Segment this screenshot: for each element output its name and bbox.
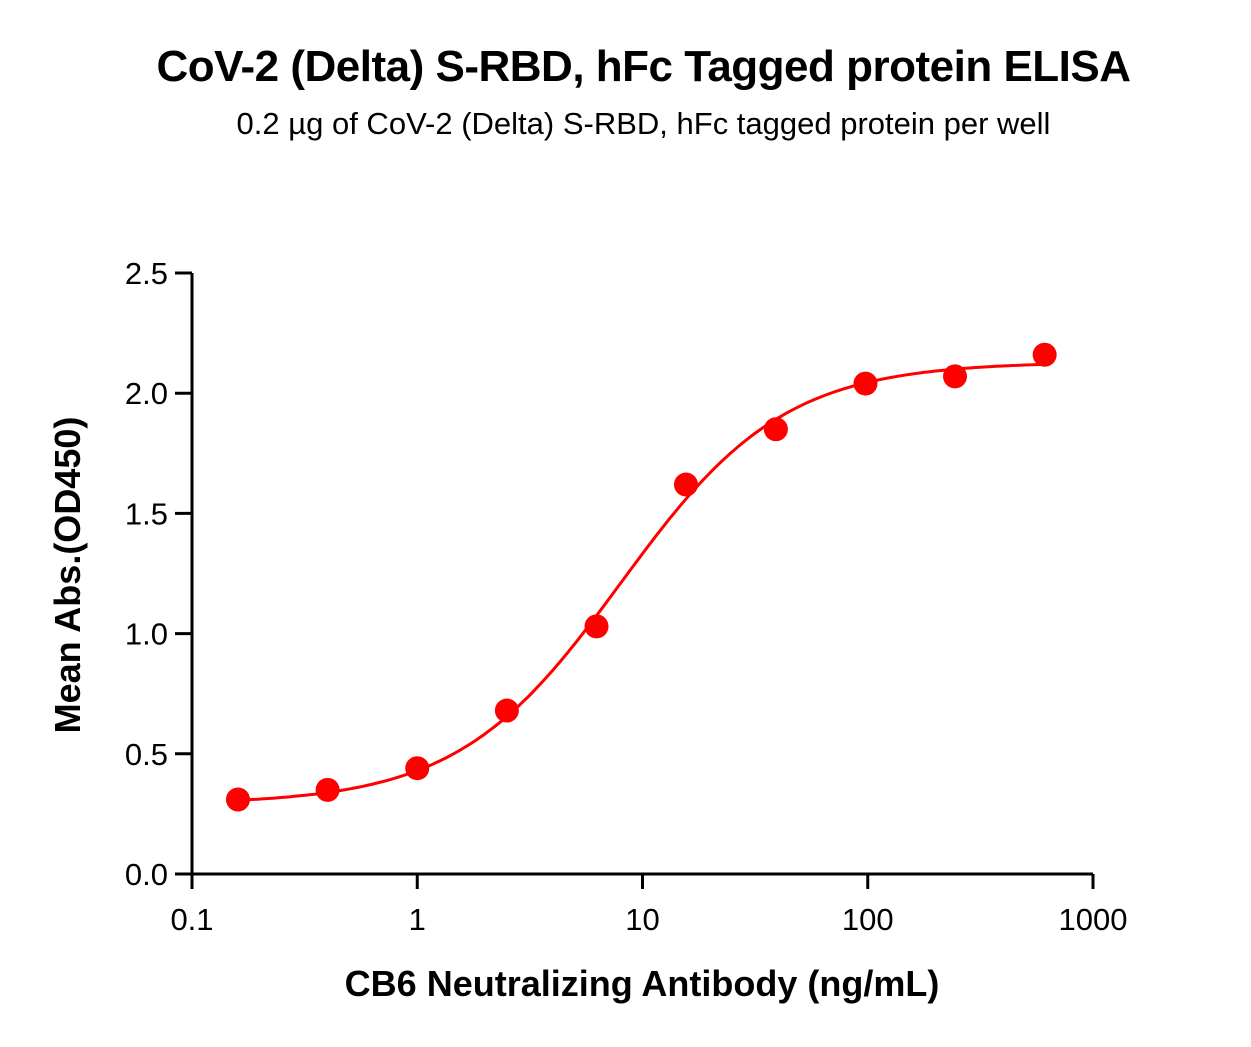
data-point — [674, 472, 699, 497]
y-tick-label: 0.5 — [125, 737, 168, 772]
data-points — [225, 342, 1057, 812]
data-point — [763, 417, 788, 442]
fit-curve — [237, 362, 1045, 802]
data-point — [315, 777, 340, 802]
data-point — [1032, 342, 1057, 367]
y-tick-label: 2.5 — [125, 256, 168, 291]
y-tick-label: 1.5 — [125, 496, 168, 531]
data-point — [853, 371, 878, 396]
chart-title: CoV-2 (Delta) S-RBD, hFc Tagged protein … — [156, 42, 1131, 91]
data-point — [584, 614, 609, 639]
chart-subtitle: 0.2 µg of CoV-2 (Delta) S-RBD, hFc tagge… — [236, 106, 1051, 141]
y-axis: 0.0 0.5 1.0 1.5 2.0 2.5 — [125, 256, 194, 892]
x-tick-label: 1 — [409, 902, 426, 937]
data-point — [405, 756, 430, 781]
x-tick-label: 0.1 — [170, 902, 213, 937]
y-tick-label: 2.0 — [125, 376, 168, 411]
data-point — [494, 698, 519, 723]
y-axis-title: Mean Abs.(OD450) — [47, 417, 88, 734]
data-point — [225, 787, 250, 812]
x-tick-label: 100 — [842, 902, 894, 937]
data-point — [943, 364, 968, 389]
y-tick-label: 1.0 — [125, 617, 168, 652]
x-tick-label: 1000 — [1059, 902, 1128, 937]
x-axis: 0.1 1 10 100 1000 — [170, 872, 1128, 937]
y-tick-label: 0.0 — [125, 857, 168, 892]
x-axis-title: CB6 Neutralizing Antibody (ng/mL) — [345, 963, 940, 1004]
x-tick-label: 10 — [625, 902, 659, 937]
